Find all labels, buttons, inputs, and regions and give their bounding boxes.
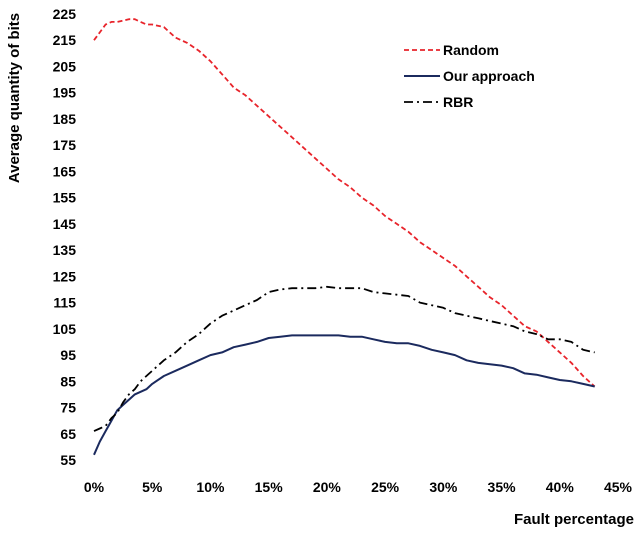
legend-box [397,36,557,112]
x-tick-label: 45% [604,479,633,495]
series-line-2 [93,285,595,432]
x-tick-label: 0% [84,479,105,495]
x-tick-label: 40% [546,479,575,495]
y-tick-label: 85 [60,373,76,389]
y-tick-label: 155 [53,190,77,206]
series-line-1 [93,334,595,456]
y-tick-label: 215 [53,32,77,48]
y-tick-label: 225 [53,6,77,22]
y-axis-label: Average quantity of bits [6,13,23,183]
y-tick-label: 195 [53,85,77,101]
y-tick-label: 165 [53,163,77,179]
x-tick-label: 25% [371,479,400,495]
y-tick-label: 205 [53,58,77,74]
y-tick-label: 75 [60,400,76,416]
y-tick-label: 95 [60,347,76,363]
y-tick-label: 115 [53,295,76,311]
x-tick-label: 20% [313,479,342,495]
y-tick-label: 65 [60,426,76,442]
axes: 55 65 75 85 95 105 115 125 135 145 155 165 175 185 195… [53,6,633,495]
series-lines [93,18,596,456]
y-tick-label: 185 [53,111,77,127]
legend-label-2: RBR [443,94,473,110]
series-line-0 [93,18,596,388]
x-tick-label: 5% [142,479,163,495]
y-tick-label: 125 [53,268,77,284]
y-tick-label: 55 [60,452,76,468]
x-tick-label: 30% [429,479,458,495]
legend: Random Our approach RBR [397,36,557,112]
x-axis-label: Fault percentage [514,511,634,528]
legend-label-1: Our approach [443,68,535,84]
y-tick-label: 105 [53,321,77,337]
x-tick-label: 15% [255,479,284,495]
y-tick-label: 175 [53,137,77,153]
y-tick-label: 135 [53,242,77,258]
x-tick-label: 10% [196,479,225,495]
y-tick-label: 145 [53,216,77,232]
x-tick-label: 35% [488,479,517,495]
legend-label-0: Random [443,42,499,58]
